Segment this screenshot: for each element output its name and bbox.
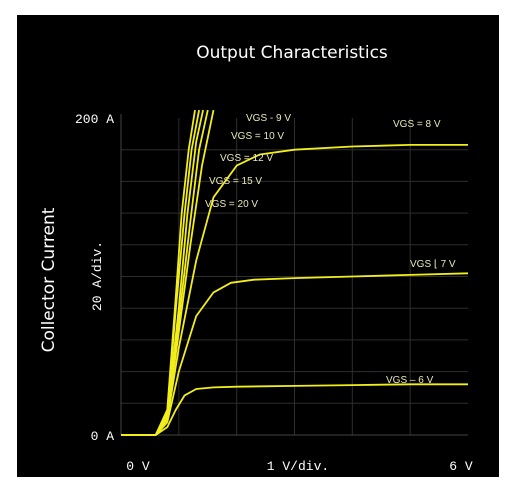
y-unit-label: 20 A/div.: [90, 241, 105, 311]
series-line-2: [121, 144, 468, 436]
series-label-2: VGS = 8 V: [393, 119, 441, 130]
chart-frame: [17, 15, 499, 477]
y-tick-label: 0 A: [91, 429, 115, 444]
curve-labels: VGS – 6 V VGS ⌊ 7 V VGS = 8 V VGS - 9 V VGS …: [205, 113, 456, 386]
x-tick-label: 6 V: [449, 459, 473, 474]
series-label-5: VGS = 12 V: [220, 153, 273, 164]
y-tick-label: 200 A: [75, 112, 114, 127]
series-label-3: VGS - 9 V: [246, 113, 291, 124]
tick-labels: 200 A 0 A 0 V 1 V/div. 6 V: [75, 112, 473, 474]
series-line-0: [121, 383, 468, 436]
y-axis-label: Collector Current: [39, 207, 59, 352]
series-group: [121, 109, 469, 436]
series-label-4: VGS = 10 V: [231, 131, 284, 142]
series-label-0: VGS – 6 V: [386, 375, 434, 386]
series-line-7: [121, 109, 196, 436]
x-tick-label: 0 V: [126, 459, 150, 474]
chart-title: Output Characteristics: [196, 43, 388, 63]
series-label-1: VGS ⌊ 7 V: [410, 259, 456, 270]
series-label-7: VGS = 20 V: [205, 199, 258, 210]
series-line-1: [121, 272, 469, 436]
x-tick-label: 1 V/div.: [267, 459, 329, 474]
series-label-6: VGS = 15 V: [209, 176, 262, 187]
series-line-3: [121, 109, 215, 436]
